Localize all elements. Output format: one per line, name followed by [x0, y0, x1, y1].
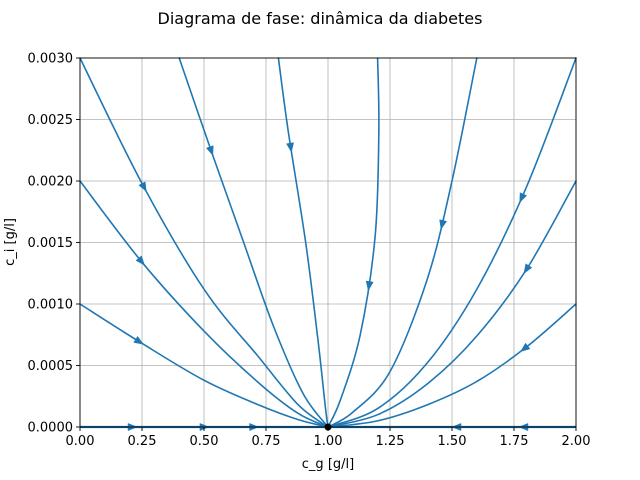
x-axis-label: c_g [g/l]: [302, 457, 354, 472]
streamline-arrow: [520, 342, 531, 352]
streamline-arrow: [365, 280, 374, 292]
streamline-arrow: [286, 142, 294, 153]
y-tick-label: 0.0025: [28, 113, 74, 128]
streamline-3: [79, 57, 329, 428]
chart-title: Diagrama de fase: dinâmica da diabetes: [158, 9, 483, 28]
y-tick-label: 0.0020: [28, 175, 74, 190]
x-tick-label: 0.50: [190, 434, 219, 449]
y-tick-label: 0.0000: [28, 421, 74, 436]
x-tick-label: 0.75: [252, 434, 281, 449]
streamline-9: [327, 180, 577, 428]
x-tick-label: 0.00: [66, 434, 95, 449]
streamline-arrow: [135, 255, 145, 266]
x-tick-label: 1.75: [500, 434, 529, 449]
streamline-1: [79, 303, 329, 428]
streamline-arrow: [133, 335, 144, 345]
streamline-6: [327, 57, 380, 428]
streamline-arrow: [519, 192, 528, 204]
y-tick-label: 0.0010: [28, 298, 74, 313]
x-tick-label: 1.25: [376, 434, 405, 449]
y-axis: 0.0000 0.0005 0.0010 0.0015 0.0020 0.0025 0.00…: [28, 52, 80, 436]
streamline-8: [327, 57, 577, 428]
streamline-arrow: [138, 181, 147, 193]
x-tick-label: 1.50: [438, 434, 467, 449]
streamline-7: [327, 57, 478, 428]
x-tick-label: 0.25: [128, 434, 157, 449]
streamline-4: [178, 57, 329, 428]
streamlines: [79, 57, 577, 428]
streamline-arrow: [205, 145, 214, 157]
y-tick-label: 0.0030: [28, 52, 74, 67]
y-axis-label: c_i [g/l]: [3, 218, 18, 266]
x-tick-label: 2.00: [562, 434, 591, 449]
streamline-arrow: [523, 263, 533, 274]
streamline-2: [79, 180, 329, 428]
y-tick-label: 0.0005: [28, 359, 74, 374]
streamline-arrow: [439, 219, 448, 230]
x-tick-label: 1.00: [314, 434, 343, 449]
y-tick-label: 0.0015: [28, 236, 74, 251]
streamline-10: [327, 303, 577, 428]
x-axis: 0.00 0.25 0.50 0.75 1.00 1.25 1.50 1.75 2.00: [66, 427, 591, 449]
streamline-5: [277, 57, 329, 428]
